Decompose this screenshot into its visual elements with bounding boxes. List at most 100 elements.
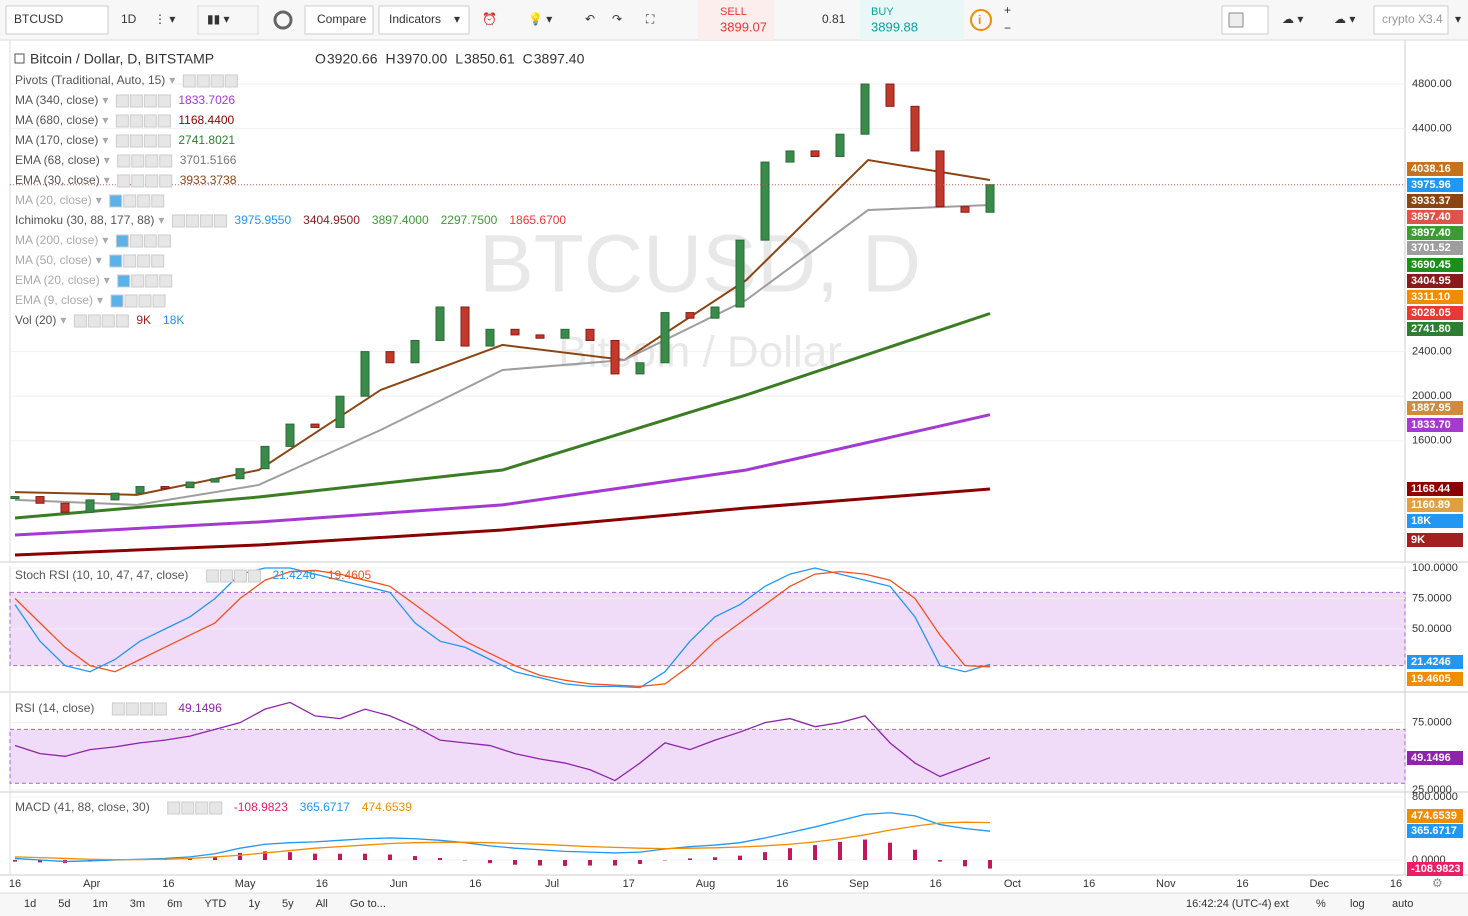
ideas-button[interactable]: 💡 ▾ [528, 12, 552, 26]
indicator-action[interactable] [145, 174, 159, 188]
indicator-action[interactable] [143, 94, 157, 108]
indicator-action[interactable] [117, 174, 131, 188]
indicator-action[interactable] [115, 234, 129, 248]
indicator-action[interactable] [151, 254, 165, 268]
indicator-action[interactable] [196, 74, 210, 88]
range-button[interactable]: 3m [130, 898, 145, 910]
indicator-action[interactable] [153, 702, 167, 716]
redo-button[interactable]: ↷ [612, 12, 622, 26]
indicator-action[interactable] [123, 254, 137, 268]
indicator-action[interactable] [167, 801, 181, 815]
indicator-action[interactable] [117, 274, 131, 288]
range-button[interactable]: 1d [24, 898, 36, 910]
fullscreen-button[interactable]: ⛶ [645, 12, 655, 26]
goto-button[interactable]: Go to... [350, 898, 386, 910]
indicator-action[interactable] [145, 154, 159, 168]
info-button[interactable] [970, 9, 992, 31]
indicator-action[interactable] [124, 294, 138, 308]
indicators-button[interactable]: Indicators [389, 12, 441, 26]
indicator-action[interactable] [111, 702, 125, 716]
indicator-action[interactable] [115, 134, 129, 148]
compare-button[interactable]: Compare [317, 12, 367, 26]
indicator-action[interactable] [115, 314, 129, 328]
indicator-action[interactable] [185, 214, 199, 228]
chart-style-button[interactable] [197, 5, 259, 35]
cloud-load[interactable]: ☁ ▾ [1282, 12, 1303, 26]
indicator-action[interactable] [195, 801, 209, 815]
indicator-action[interactable] [109, 254, 123, 268]
indicator-action[interactable] [138, 294, 152, 308]
layout-name-box[interactable] [1373, 5, 1449, 35]
scale-option[interactable]: % [1316, 898, 1326, 910]
indicator-action[interactable] [157, 94, 171, 108]
indicator-action[interactable] [157, 114, 171, 128]
indicator-action[interactable] [129, 114, 143, 128]
indicator-action[interactable] [125, 702, 139, 716]
indicator-action[interactable] [143, 134, 157, 148]
symbol-input[interactable]: BTCUSD [14, 12, 64, 26]
range-button[interactable]: 1m [93, 898, 108, 910]
indicator-action[interactable] [182, 74, 196, 88]
range-button[interactable]: 5d [58, 898, 70, 910]
indicator-action[interactable] [73, 314, 87, 328]
indicator-action[interactable] [131, 154, 145, 168]
indicator-action[interactable] [115, 94, 129, 108]
indicator-action[interactable] [157, 134, 171, 148]
indicator-action[interactable] [143, 234, 157, 248]
alert-button[interactable]: ⏰ [482, 11, 497, 26]
indicator-action[interactable] [159, 154, 173, 168]
indicator-action[interactable] [139, 702, 153, 716]
scale-option[interactable]: ext [1274, 898, 1289, 910]
qty-up[interactable]: + [1004, 3, 1011, 17]
interval-button[interactable]: 1D [121, 12, 137, 26]
indicator-action[interactable] [123, 194, 137, 208]
indicator-action[interactable] [233, 569, 247, 583]
compare-box[interactable] [304, 5, 374, 35]
range-button[interactable]: All [316, 898, 328, 910]
indicator-action[interactable] [159, 274, 173, 288]
cloud-save[interactable]: ☁ ▾ [1334, 12, 1355, 26]
scale-option[interactable]: log [1350, 898, 1365, 910]
collapse-toggle[interactable] [14, 53, 25, 64]
indicator-action[interactable] [101, 314, 115, 328]
range-button[interactable]: YTD [204, 898, 226, 910]
indicator-action[interactable] [210, 74, 224, 88]
sell-box[interactable] [698, 0, 774, 40]
indicator-action[interactable] [129, 94, 143, 108]
undo-button[interactable]: ↶ [585, 12, 595, 26]
indicator-action[interactable] [209, 801, 223, 815]
symbol-box[interactable] [5, 5, 109, 35]
indicators-box[interactable] [378, 5, 470, 35]
indicator-action[interactable] [129, 134, 143, 148]
indicator-action[interactable] [137, 194, 151, 208]
indicator-action[interactable] [199, 214, 213, 228]
interval-menu[interactable]: ⋮ ▾ [154, 12, 175, 26]
indicator-action[interactable] [145, 274, 159, 288]
indicator-action[interactable] [247, 569, 261, 583]
indicator-action[interactable] [213, 214, 227, 228]
indicator-action[interactable] [205, 569, 219, 583]
scale-option[interactable]: auto [1392, 898, 1413, 910]
buy-box[interactable] [860, 0, 964, 40]
indicator-action[interactable] [159, 174, 173, 188]
indicator-action[interactable] [151, 194, 165, 208]
indicator-action[interactable] [157, 234, 171, 248]
layout-menu[interactable]: ▾ [1455, 12, 1461, 26]
indicator-action[interactable] [129, 234, 143, 248]
indicator-action[interactable] [131, 274, 145, 288]
range-button[interactable]: 1y [248, 898, 260, 910]
indicator-action[interactable] [131, 174, 145, 188]
indicator-action[interactable] [181, 801, 195, 815]
settings-button[interactable] [273, 10, 293, 30]
indicator-action[interactable] [171, 214, 185, 228]
indicator-action[interactable] [143, 114, 157, 128]
indicator-action[interactable] [219, 569, 233, 583]
indicator-action[interactable] [115, 114, 129, 128]
range-button[interactable]: 6m [167, 898, 182, 910]
indicator-action[interactable] [109, 194, 123, 208]
range-button[interactable]: 5y [282, 898, 294, 910]
qty-down[interactable]: − [1004, 21, 1011, 35]
indicator-action[interactable] [87, 314, 101, 328]
indicator-action[interactable] [117, 154, 131, 168]
indicator-action[interactable] [137, 254, 151, 268]
